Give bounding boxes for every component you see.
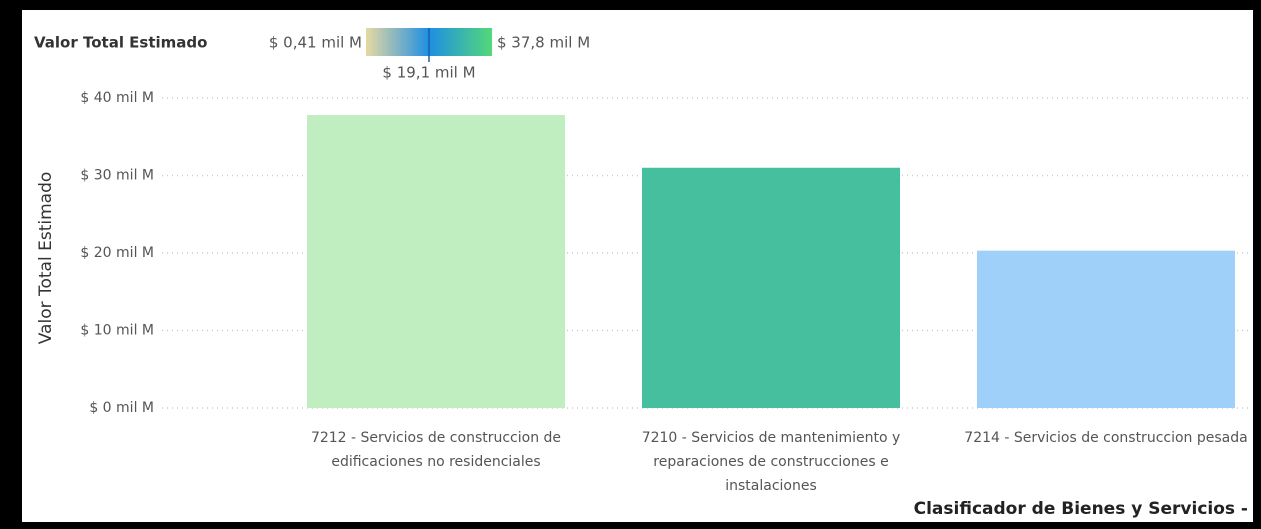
y-tick-label: $ 10 mil M [80,323,154,339]
y-tick-label: $ 20 mil M [80,245,154,261]
y-axis-label: Valor Total Estimado [36,172,56,345]
y-tick-label: $ 0 mil M [89,400,154,416]
x-tick-label: 7210 - Servicios de mantenimiento y repa… [641,430,901,494]
legend-title: Valor Total Estimado [34,34,207,52]
y-tick-label: $ 30 mil M [80,168,154,184]
bar [642,167,900,408]
y-tick-label: $ 40 mil M [80,90,154,106]
bar [977,250,1235,408]
legend-max: $ 37,8 mil M [497,34,590,52]
x-tick-label: 7212 - Servicios de construccion de edif… [310,430,562,470]
bar [307,115,565,409]
legend-mid: $ 19,1 mil M [382,64,475,82]
x-tick-label: 7214 - Servicios de construccion pesada [964,430,1248,446]
legend-min: $ 0,41 mil M [269,34,362,52]
x-axis-label: Clasificador de Bienes y Servicios - [914,499,1248,519]
